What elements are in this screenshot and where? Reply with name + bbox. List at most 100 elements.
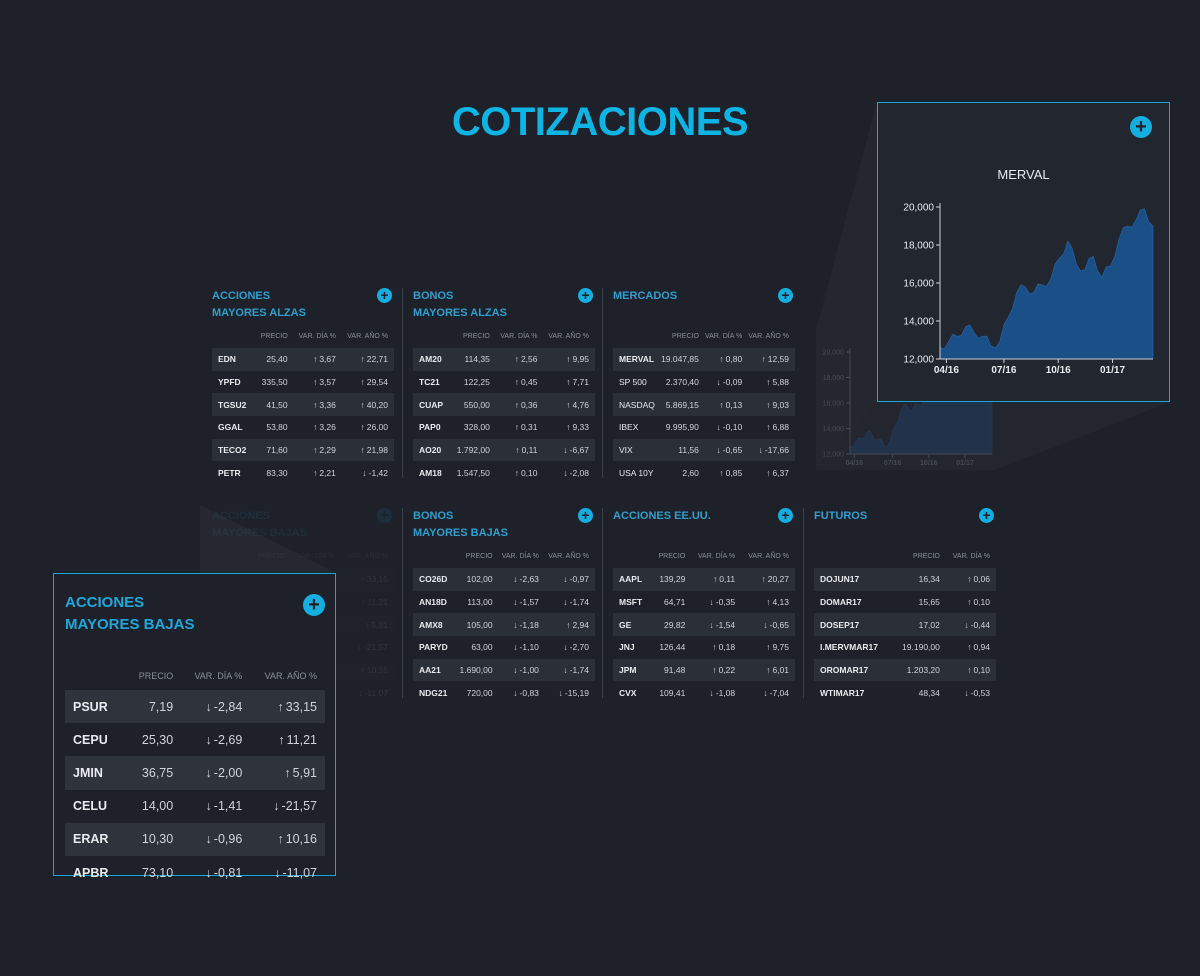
arrow-up-icon: ↑ bbox=[766, 399, 771, 410]
expand-plus-icon[interactable]: + bbox=[979, 508, 994, 523]
column-header-var-dia: VAR. DÍA % bbox=[501, 552, 539, 560]
panel-title: BONOS bbox=[413, 510, 454, 522]
table-row[interactable]: JPM 91,48 ↑ 0,22 ↑ 6,01 bbox=[613, 658, 795, 682]
column-divider bbox=[402, 508, 403, 698]
var-dia-value: -0,35 bbox=[715, 597, 736, 608]
symbol-cell: DOSEP17 bbox=[814, 613, 896, 637]
expand-plus-icon[interactable]: + bbox=[578, 288, 593, 303]
table-row[interactable]: CUAP 550,00 ↑ 0,36 ↑ 4,76 bbox=[413, 393, 595, 417]
var-anio-cell: ↑ 4,76 bbox=[543, 393, 595, 417]
table-row[interactable]: SP 500 2.370,40 ↓ -0,09 ↑ 5,88 bbox=[613, 371, 795, 394]
var-dia-cell: ↑ 0,10 bbox=[945, 658, 996, 682]
panel-header: ACCIONES EE.UU. + bbox=[613, 508, 795, 544]
var-dia-value: -0,65 bbox=[722, 445, 743, 456]
table-row[interactable]: AM18 1.547,50 ↑ 0,10 ↓ -2,08 bbox=[413, 461, 595, 484]
expand-plus-icon[interactable]: + bbox=[1130, 116, 1152, 138]
table-row[interactable]: VIX 11,56 ↓ -0,65 ↓ -17,66 bbox=[613, 438, 795, 462]
table-row[interactable]: IBEX 9.995,90 ↓ -0,10 ↑ 6,88 bbox=[613, 416, 795, 439]
table-row[interactable]: CO26D 102,00 ↓ -2,63 ↓ -0,97 bbox=[413, 568, 595, 591]
table-row[interactable]: MSFT 64,71 ↓ -0,35 ↑ 4,13 bbox=[613, 591, 795, 614]
expand-plus-icon[interactable]: + bbox=[377, 288, 392, 303]
table-row[interactable]: AO20 1.792,00 ↑ 0,11 ↓ -6,67 bbox=[413, 438, 595, 462]
table-row[interactable]: AMX8 105,00 ↓ -1,18 ↑ 2,94 bbox=[413, 613, 595, 637]
panel-bonos-mayores-bajas: BONOS MAYORES BAJAS + PRECIO VAR. DÍA % VAR. … bbox=[413, 508, 595, 704]
expand-plus-icon[interactable]: + bbox=[377, 508, 392, 523]
var-dia-value: 0,10 bbox=[973, 597, 990, 608]
table-row[interactable]: USA 10Y 2,60 ↑ 0,85 ↑ 6,37 bbox=[613, 461, 795, 484]
var-anio-value: -2,08 bbox=[569, 467, 589, 478]
table-row[interactable]: JNJ 126,44 ↑ 0,18 ↑ 9,75 bbox=[613, 636, 795, 659]
arrow-down-icon: ↓ bbox=[513, 665, 518, 676]
panel-title: ACCIONES bbox=[212, 290, 271, 302]
table-row[interactable]: AN18D 113,00 ↓ -1,57 ↓ -1,74 bbox=[413, 591, 595, 614]
var-dia-value: 0,10 bbox=[520, 467, 538, 478]
expand-plus-icon[interactable]: + bbox=[303, 594, 325, 616]
table-row[interactable]: PETR 83,30 ↑ 2,21 ↓ -1,42 bbox=[212, 461, 394, 484]
var-anio-cell: ↓ -17,66 bbox=[748, 438, 795, 462]
arrow-up-icon: ↑ bbox=[313, 354, 318, 365]
table-row[interactable]: AAPL 139,29 ↑ 0,11 ↑ 20,27 bbox=[613, 568, 795, 591]
table-row[interactable]: DOJUN17 16,34 ↑ 0,06 bbox=[814, 568, 996, 591]
var-anio-cell: ↑ 12,59 bbox=[748, 348, 795, 371]
price-cell: 2,60 bbox=[682, 467, 699, 478]
table-row[interactable]: CVX 109,41 ↓ -1,08 ↓ -7,04 bbox=[613, 681, 795, 704]
arrow-up-icon: ↑ bbox=[360, 445, 365, 456]
var-anio-value: 5,91 bbox=[371, 619, 388, 630]
expand-plus-icon[interactable]: + bbox=[578, 508, 593, 523]
var-dia-cell: ↓-0,81 bbox=[181, 856, 250, 889]
table-row[interactable]: AM20 114,35 ↑ 2,56 ↑ 9,95 bbox=[413, 348, 595, 371]
table-row[interactable]: DOMAR17 15,65 ↑ 0,10 bbox=[814, 591, 996, 614]
price-cell: 48,34 bbox=[918, 687, 940, 698]
column-header-precio: PRECIO bbox=[672, 332, 699, 340]
table-row[interactable]: YPFD 335,50 ↑ 3,57 ↑ 29,54 bbox=[212, 371, 394, 394]
arrow-up-icon: ↑ bbox=[360, 574, 365, 585]
panel-title: ACCIONES bbox=[212, 510, 271, 522]
panel-subtitle: MAYORES ALZAS bbox=[413, 307, 507, 319]
table-row[interactable]: NDG21 720,00 ↓ -0,83 ↓ -15,19 bbox=[413, 681, 595, 704]
arrow-up-icon: ↑ bbox=[313, 377, 318, 388]
expand-plus-icon[interactable]: + bbox=[778, 288, 793, 303]
table-row[interactable]: AA21 1.690,00 ↓ -1,00 ↓ -1,74 bbox=[413, 658, 595, 682]
var-dia-cell: ↑ 0,94 bbox=[946, 636, 996, 659]
table-row[interactable]: MERVAL 19.047,85 ↑ 0,80 ↑ 12,59 bbox=[613, 348, 795, 371]
arrow-up-icon: ↑ bbox=[360, 665, 365, 676]
panel-acciones-eeuu: ACCIONES EE.UU. + PRECIO VAR. DÍA % VAR. AÑO… bbox=[613, 508, 795, 704]
arrow-down-icon: ↓ bbox=[358, 687, 363, 698]
table-row[interactable]: TECO2 71,60 ↑ 2,29 ↑ 21,98 bbox=[212, 438, 394, 462]
symbol-cell: TECO2 bbox=[212, 438, 257, 462]
table-row[interactable]: TGSU2 41,50 ↑ 3,36 ↑ 40,20 bbox=[212, 393, 394, 417]
var-dia-cell: ↑ 0,06 bbox=[945, 568, 996, 591]
table-row[interactable]: WTIMAR17 48,34 ↓ -0,53 bbox=[814, 681, 996, 704]
arrow-up-icon: ↑ bbox=[766, 377, 771, 388]
arrow-down-icon: ↓ bbox=[205, 832, 212, 847]
symbol-cell: YPFD bbox=[218, 377, 241, 388]
arrow-up-icon: ↑ bbox=[566, 422, 571, 433]
table-row[interactable]: I.MERVMAR17 19.190,00 ↑ 0,94 bbox=[814, 636, 996, 659]
table-row[interactable]: GE 29,82 ↓ -1,54 ↓ -0,65 bbox=[613, 613, 795, 637]
table-row[interactable]: NASDAQ 5.869,15 ↑ 0,13 ↑ 9,03 bbox=[613, 393, 795, 417]
var-anio-cell: ↑ 11,21 bbox=[250, 723, 325, 756]
table-row[interactable]: DOSEP17 17,02 ↓ -0,44 bbox=[814, 613, 996, 637]
column-header-var-dia: VAR. DÍA % bbox=[952, 552, 990, 560]
column-divider bbox=[803, 508, 804, 698]
var-anio-value: 20,27 bbox=[767, 574, 789, 585]
symbol-cell: JNJ bbox=[619, 642, 635, 653]
table-row[interactable]: PAP0 328,00 ↑ 0,31 ↑ 9,33 bbox=[413, 416, 595, 439]
table-row[interactable]: PARYD 63,00 ↓ -1,10 ↓ -2,70 bbox=[413, 636, 595, 659]
table-row[interactable]: OROMAR17 1.203,20 ↑ 0,10 bbox=[814, 658, 996, 682]
var-dia-value: 0,22 bbox=[718, 665, 736, 676]
var-dia-value: 0,06 bbox=[973, 574, 990, 585]
var-anio-value: -11,07 bbox=[282, 865, 317, 880]
table-row[interactable]: EDN 25,40 ↑ 3,67 ↑ 22,71 bbox=[212, 348, 394, 371]
var-dia-value: 0,36 bbox=[520, 399, 538, 410]
table-row[interactable]: TC21 122,25 ↑ 0,45 ↑ 7,71 bbox=[413, 371, 595, 394]
expand-plus-icon[interactable]: + bbox=[778, 508, 793, 523]
table-row[interactable]: GGAL 53,80 ↑ 3,26 ↑ 26,00 bbox=[212, 416, 394, 439]
var-anio-cell: ↑ 29,54 bbox=[342, 371, 394, 394]
